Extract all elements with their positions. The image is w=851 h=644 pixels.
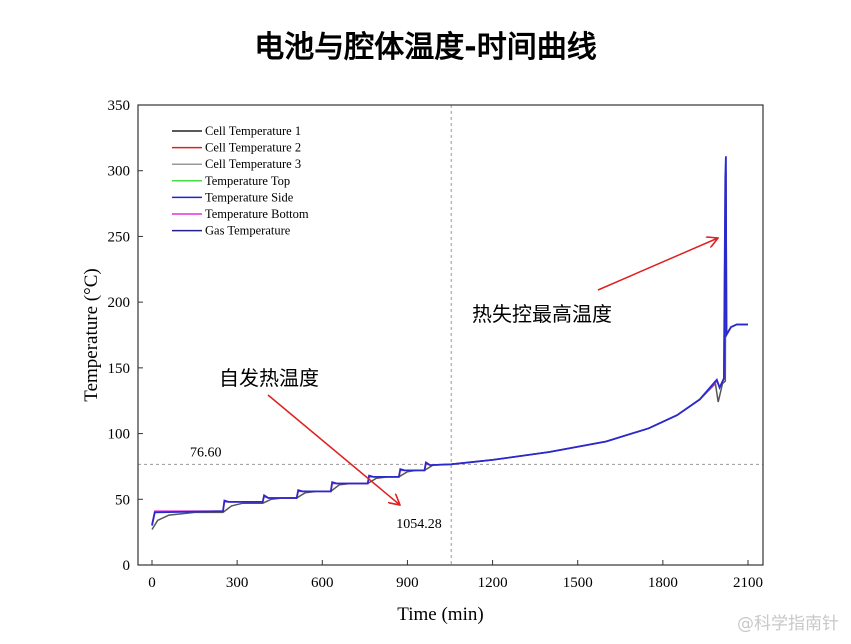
- y-tick-label: 300: [108, 164, 131, 180]
- y-tick-label: 350: [108, 98, 131, 114]
- legend-label: Cell Temperature 1: [205, 124, 301, 138]
- annotation-self-heating: 自发热温度: [219, 366, 319, 390]
- x-tick-label: 600: [311, 575, 334, 591]
- reference-label-x: 1054.28: [396, 517, 442, 532]
- annotation-thermal-runaway-max: 热失控最高温度: [472, 302, 612, 326]
- y-tick-label: 100: [108, 427, 131, 443]
- reference-label-y: 76.60: [190, 445, 222, 460]
- y-tick-label: 0: [123, 558, 131, 574]
- watermark: @科学指南针: [737, 614, 839, 634]
- legend-label: Cell Temperature 2: [205, 141, 301, 155]
- x-tick-label: 1800: [648, 575, 678, 591]
- y-tick-label: 50: [115, 492, 130, 508]
- annotation-arrow: [267, 394, 400, 505]
- chart-title: 电池与腔体温度-时间曲线: [254, 30, 597, 65]
- y-tick-label: 200: [108, 295, 131, 311]
- y-tick-label: 150: [108, 361, 131, 377]
- x-tick-label: 900: [396, 575, 419, 591]
- x-tick-label: 2100: [733, 575, 763, 591]
- x-axis-label: Time (min): [397, 604, 483, 625]
- x-tick-label: 0: [148, 575, 156, 591]
- legend-label: Cell Temperature 3: [205, 157, 301, 171]
- x-tick-label: 1500: [563, 575, 593, 591]
- legend-label: Temperature Bottom: [205, 207, 309, 221]
- y-axis-label: Temperature (°C): [81, 268, 102, 401]
- series-line-gas-temperature: [151, 156, 748, 526]
- legend-label: Temperature Side: [205, 190, 294, 204]
- y-tick-label: 250: [108, 229, 131, 245]
- plot-frame: [137, 104, 764, 566]
- x-tick-label: 300: [226, 575, 249, 591]
- legend-label: Gas Temperature: [205, 224, 291, 238]
- legend-label: Temperature Top: [205, 174, 290, 188]
- series-line-cell-temperature-1: [151, 170, 748, 530]
- annotation-arrow: [597, 238, 718, 291]
- x-tick-label: 1200: [478, 575, 508, 591]
